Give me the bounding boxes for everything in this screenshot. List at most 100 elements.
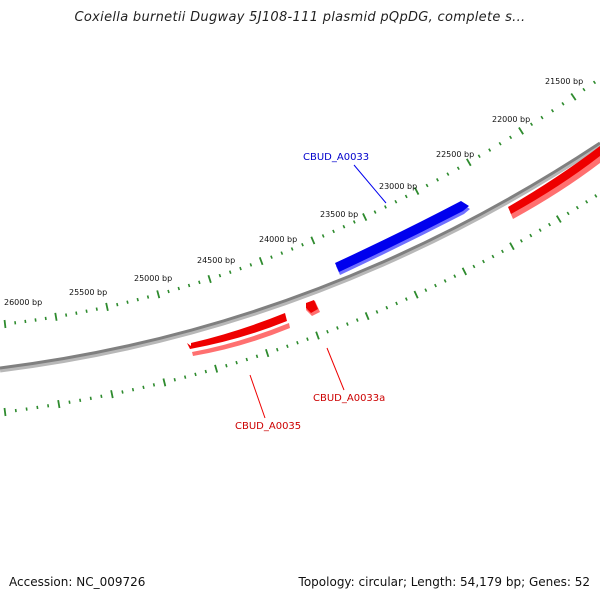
outer-tick: [310, 236, 316, 245]
outer-tick: [54, 312, 58, 321]
inner-tick: [594, 194, 598, 198]
outer-tick: [321, 234, 325, 238]
outer-tick: [126, 300, 129, 304]
outer-tick: [280, 251, 284, 255]
tick-label-23500: 23500 bp: [320, 210, 358, 219]
outer-tick: [518, 126, 524, 135]
outer-tick: [85, 309, 88, 313]
outer-tick: [436, 178, 439, 182]
inner-tick: [47, 404, 50, 408]
inner-tick: [131, 387, 135, 392]
outer-tick: [592, 80, 597, 85]
outer-tick: [404, 194, 408, 199]
outer-tick: [65, 313, 68, 317]
outer-tick: [75, 311, 78, 315]
inner-tick: [395, 301, 398, 306]
outer-tick: [425, 183, 429, 188]
gene-partial-right[interactable]: [508, 146, 600, 219]
outer-tick: [362, 213, 368, 222]
inner-tick: [346, 322, 349, 326]
outer-tick: [156, 290, 161, 299]
gene-CBUD_A0035[interactable]: [187, 313, 290, 356]
inner-tick: [245, 357, 249, 362]
gene-CBUD_A0033a[interactable]: [306, 300, 320, 316]
outer-tick: [3, 319, 7, 329]
inner-tick: [162, 378, 167, 387]
outer-tick: [373, 210, 377, 214]
inner-tick: [100, 394, 103, 399]
outer-tick: [270, 255, 273, 259]
outer-tick: [207, 274, 212, 284]
outer-tick: [332, 229, 335, 234]
inner-tick: [255, 354, 259, 359]
inner-tick: [566, 211, 570, 216]
leader-CBUD_A0035: [249, 374, 266, 419]
inner-tick: [413, 290, 419, 299]
inner-tick: [57, 399, 61, 409]
inner-tick: [472, 264, 476, 269]
inner-tick: [453, 274, 457, 278]
outer-tick: [228, 270, 232, 274]
tick-label-21500: 21500 bp: [545, 77, 583, 86]
inner-tick: [555, 215, 562, 223]
outer-tick: [146, 295, 150, 299]
inner-tick: [296, 340, 299, 345]
tick-label-26000: 26000 bp: [4, 298, 42, 307]
outer-tick: [342, 224, 346, 229]
inner-tick-ring: [3, 194, 598, 417]
outer-tick: [249, 263, 253, 267]
inner-tick: [336, 326, 339, 330]
inner-tick: [491, 254, 495, 259]
inner-tick: [443, 279, 447, 283]
inner-tick: [183, 375, 187, 379]
outer-tick: [488, 148, 492, 152]
outer-tick: [540, 115, 544, 120]
inner-tick: [152, 383, 156, 387]
outer-tick: [167, 289, 170, 294]
outer-tick: [446, 172, 450, 176]
gene-CBUD_A0033[interactable]: [335, 201, 470, 275]
inner-tick: [355, 318, 359, 322]
inner-tick: [306, 337, 309, 341]
inner-tick: [461, 267, 467, 276]
inner-tick: [482, 259, 485, 264]
outer-tick: [95, 307, 98, 311]
outer-tick-ring: [3, 80, 597, 329]
leader-CBUD_A0033a: [326, 347, 345, 391]
tick-label-23000: 23000 bp: [379, 182, 417, 191]
inner-tick: [235, 360, 238, 365]
outer-tick: [394, 199, 398, 204]
inner-tick: [315, 331, 320, 340]
inner-tick: [110, 390, 114, 399]
inner-tick: [519, 239, 523, 243]
inner-tick: [385, 305, 389, 310]
outer-tick: [187, 283, 191, 288]
tick-label-24500: 24500 bp: [197, 256, 235, 265]
inner-tick: [375, 310, 379, 314]
outer-tick: [466, 158, 472, 167]
outer-tick: [105, 302, 109, 311]
inner-tick: [434, 283, 437, 288]
tick-label-25500: 25500 bp: [69, 288, 107, 297]
inner-tick: [404, 297, 408, 301]
gene-label-CBUD_A0033a: CBUD_A0033a: [313, 393, 385, 404]
topology-summary: Topology: circular; Length: 54,179 bp; G…: [298, 575, 590, 589]
outer-tick: [301, 242, 304, 247]
outer-tick: [218, 273, 222, 278]
inner-tick: [509, 242, 515, 251]
backbone-arc: [0, 141, 600, 370]
outer-tick: [384, 205, 387, 209]
gene-label-CBUD_A0033: CBUD_A0033: [303, 152, 369, 163]
inner-tick: [501, 249, 504, 254]
inner-tick: [424, 288, 428, 292]
outer-tick: [239, 266, 242, 271]
inner-tick: [547, 222, 552, 227]
inner-tick: [364, 312, 370, 321]
map-title: Coxiella burnetii Dugway 5J108-111 plasm…: [74, 10, 526, 25]
inner-tick: [214, 364, 219, 373]
tick-label-24000: 24000 bp: [259, 235, 297, 244]
outer-tick: [290, 247, 294, 251]
inner-tick: [79, 398, 82, 403]
tick-label-22000: 22000 bp: [492, 115, 530, 124]
